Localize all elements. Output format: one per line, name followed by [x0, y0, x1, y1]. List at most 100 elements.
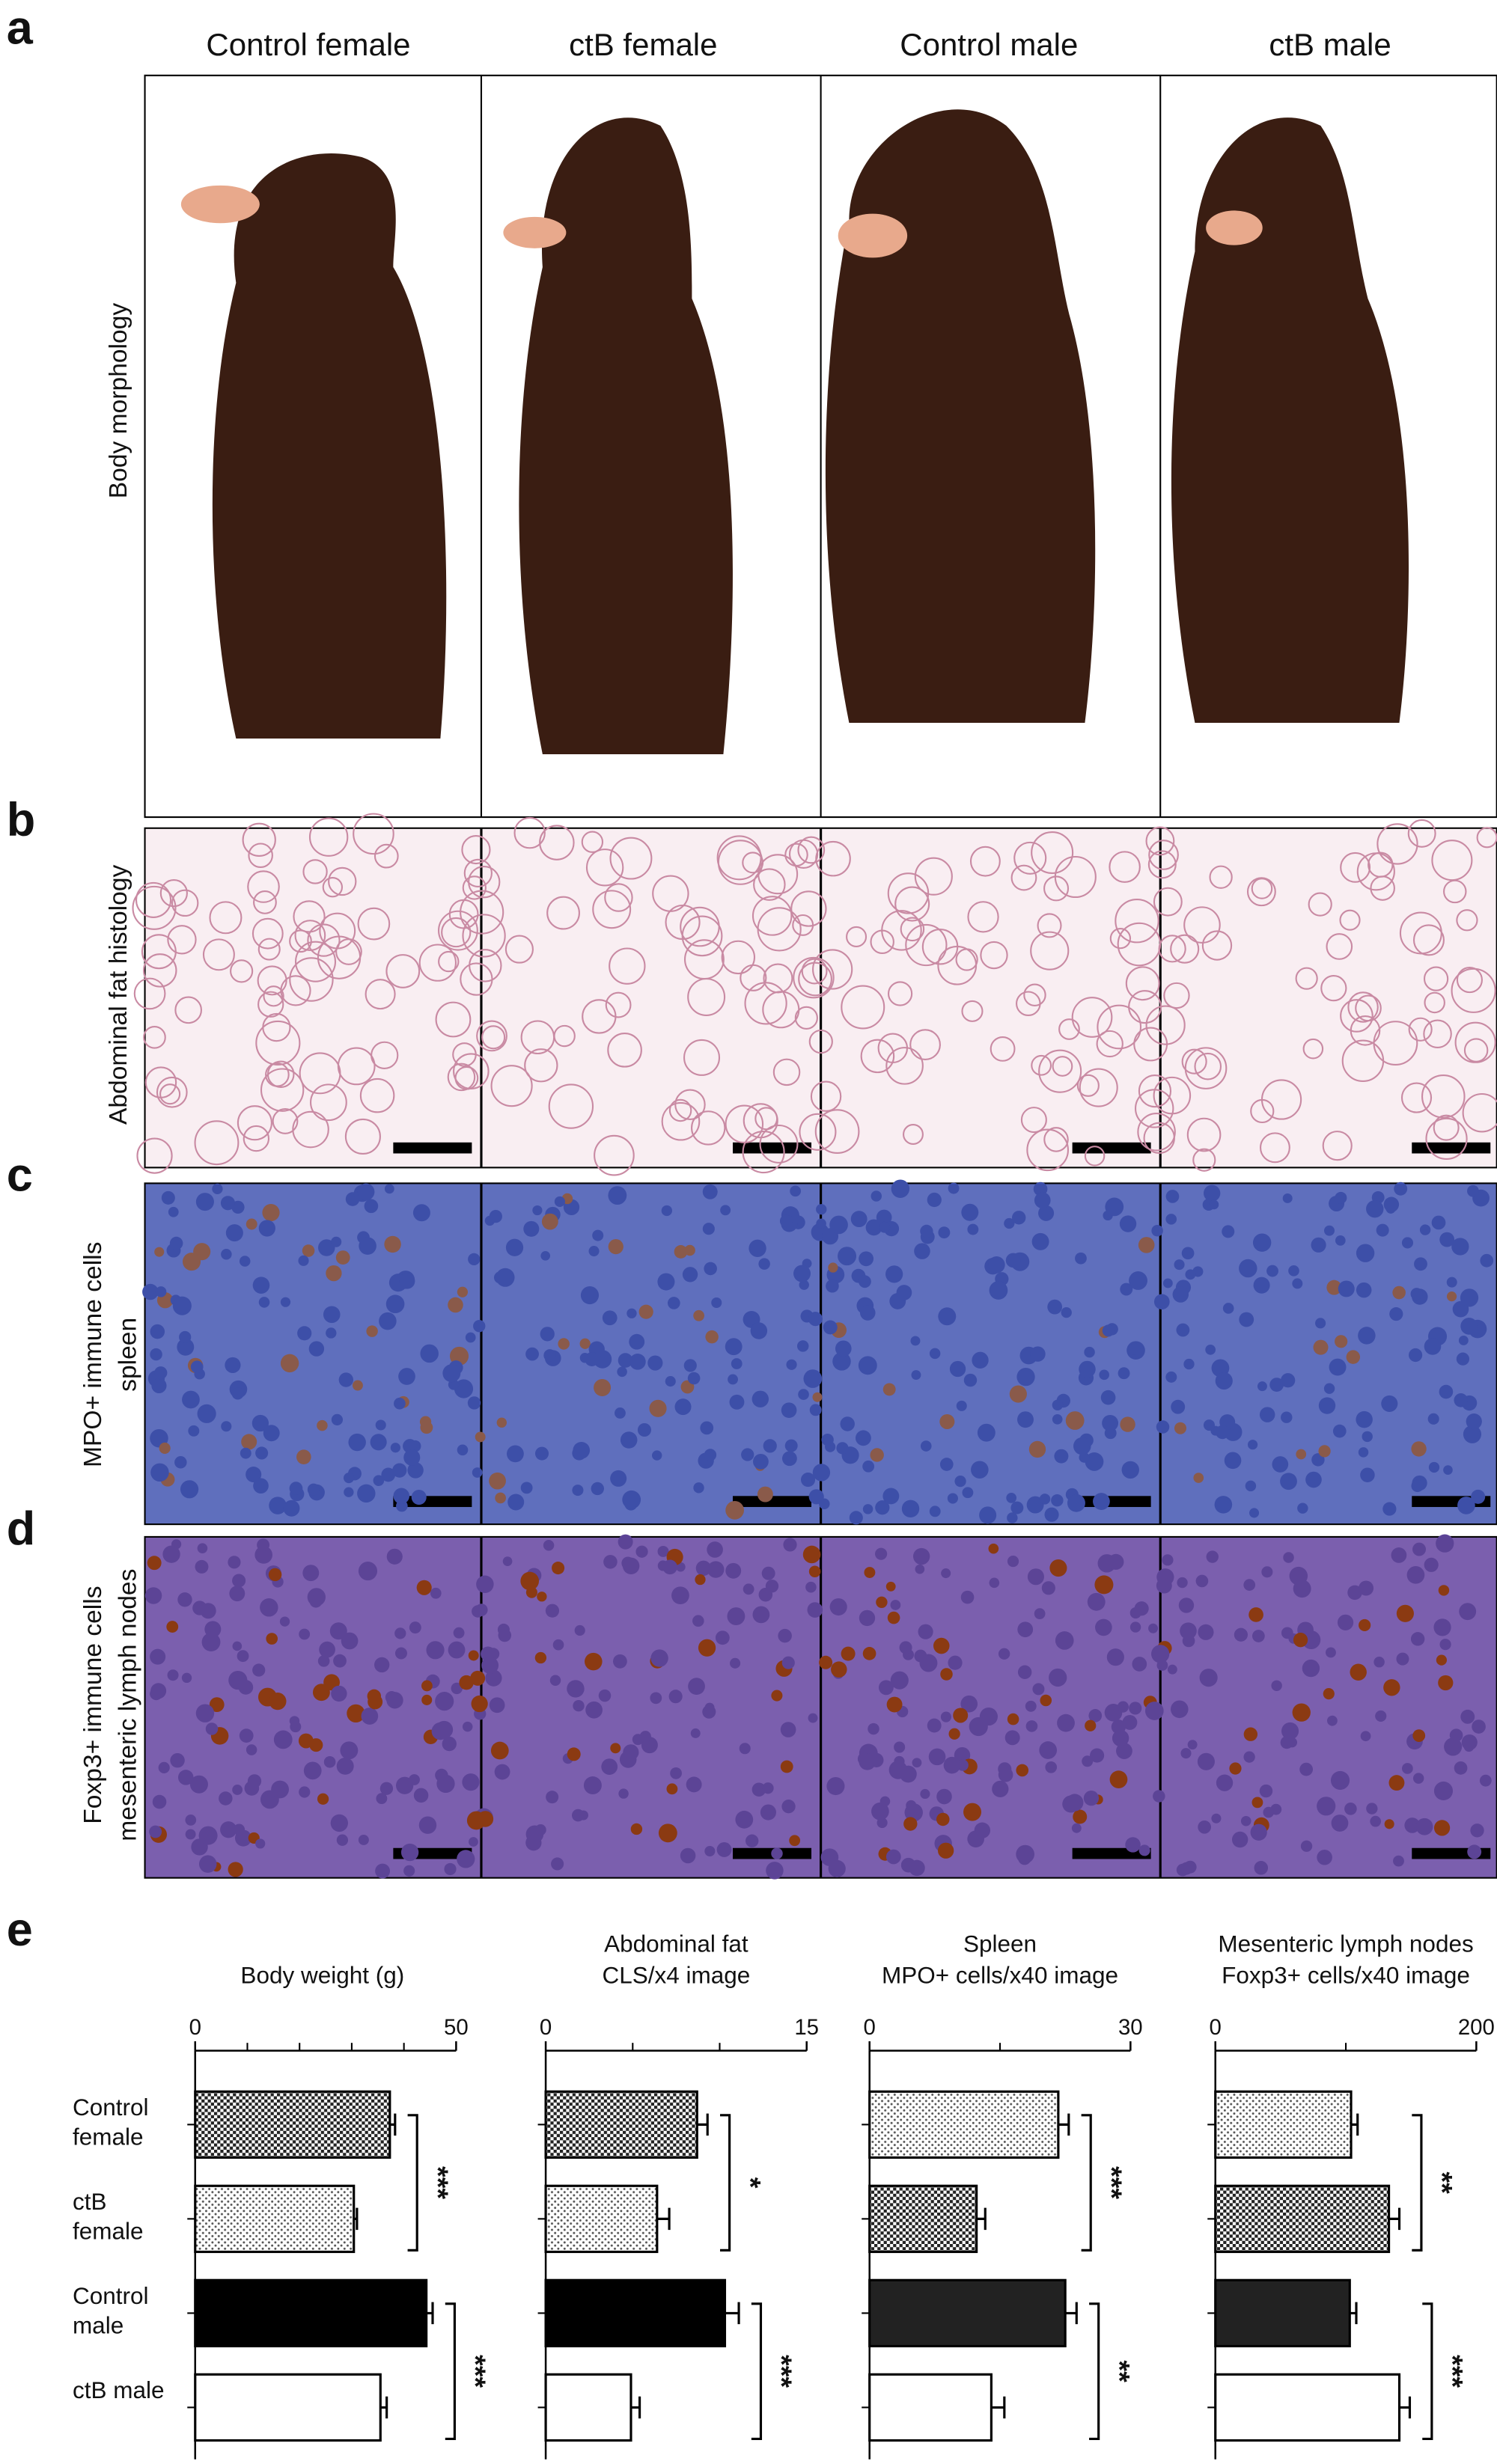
cell [193, 1243, 211, 1261]
cell [1293, 1580, 1311, 1598]
cell [929, 1505, 941, 1517]
cell [198, 1855, 217, 1873]
cell [1259, 1784, 1273, 1798]
cell [725, 1562, 742, 1579]
cell [403, 1865, 415, 1877]
cell [693, 1482, 704, 1494]
cell [979, 1707, 998, 1726]
cell [552, 1639, 564, 1651]
cell [647, 1355, 663, 1371]
cell [1205, 1344, 1216, 1355]
cell [448, 899, 479, 929]
cell [507, 1445, 524, 1463]
cell [948, 1182, 960, 1194]
cell [1097, 1004, 1142, 1050]
cell [520, 1571, 540, 1591]
cell [162, 1545, 180, 1563]
cell [1034, 1608, 1046, 1619]
cell [1128, 1342, 1141, 1355]
cell [990, 1036, 1016, 1062]
chart-title: Mesenteric lymph nodes [1218, 1930, 1473, 1957]
cell [447, 1063, 476, 1092]
cell [409, 1774, 420, 1785]
cell [941, 1568, 951, 1579]
significance-bracket [407, 2114, 418, 2251]
cell [1051, 1494, 1064, 1507]
cell [711, 1297, 722, 1309]
cell [537, 1592, 547, 1602]
cell [197, 1543, 208, 1553]
cell [144, 1587, 162, 1604]
cell [299, 1052, 341, 1095]
cell [1318, 1445, 1331, 1458]
cell [1031, 831, 1074, 874]
cell [1009, 1385, 1027, 1403]
cell [150, 1324, 165, 1339]
bar [544, 2184, 659, 2254]
cell [635, 1545, 648, 1558]
cell [700, 1421, 714, 1435]
cell [1176, 1323, 1190, 1337]
cell [799, 1113, 837, 1151]
cell [949, 1360, 966, 1378]
cell [1043, 875, 1070, 902]
cell [448, 1297, 463, 1313]
cell [1158, 935, 1186, 963]
cell [879, 1221, 891, 1233]
cell [328, 866, 357, 896]
bar [1214, 2373, 1401, 2442]
cell [1439, 1384, 1454, 1399]
cell [413, 1788, 429, 1803]
cell [1451, 1238, 1469, 1256]
cell [927, 1192, 942, 1208]
cell [816, 1204, 827, 1215]
cell [1358, 1327, 1376, 1345]
cell [588, 1246, 600, 1257]
cell [618, 1534, 633, 1550]
cell [829, 1215, 848, 1235]
cell [615, 1407, 626, 1419]
cell [1396, 1604, 1414, 1622]
cell [1007, 1512, 1018, 1523]
cell [394, 1627, 406, 1639]
cell [938, 1226, 951, 1239]
cell [705, 1330, 719, 1344]
cell [469, 1837, 478, 1847]
cell [1456, 967, 1483, 994]
cell [385, 1294, 405, 1314]
cell [894, 1755, 905, 1767]
cell [1356, 1282, 1372, 1298]
panel-letter: a [7, 2, 34, 55]
cell [341, 1632, 359, 1650]
cell [271, 1780, 289, 1799]
cell [962, 1487, 974, 1499]
cell [899, 1641, 912, 1654]
cell [860, 1039, 895, 1074]
cell [323, 1306, 341, 1324]
cell [247, 1774, 262, 1788]
cell [573, 1700, 585, 1712]
cell [135, 881, 172, 918]
cell [229, 1586, 246, 1602]
cell [875, 1500, 890, 1515]
x-tick-label: 0 [864, 2015, 876, 2040]
cell [1356, 1244, 1375, 1262]
cell [903, 1817, 918, 1831]
cell [1084, 1346, 1095, 1358]
cell [761, 1566, 775, 1580]
cell [899, 1765, 917, 1783]
cell [220, 1196, 236, 1211]
cell [1138, 1844, 1150, 1856]
cell [912, 1758, 922, 1768]
cell [251, 917, 284, 950]
cell [812, 1392, 823, 1402]
cell [520, 1020, 555, 1055]
cell [910, 1336, 921, 1346]
cell [143, 1026, 166, 1049]
cell [1016, 991, 1041, 1017]
error-bar [697, 2113, 709, 2136]
cell [505, 1238, 524, 1256]
cell [900, 1857, 916, 1873]
cell [1269, 1378, 1284, 1392]
cell [920, 1224, 933, 1238]
